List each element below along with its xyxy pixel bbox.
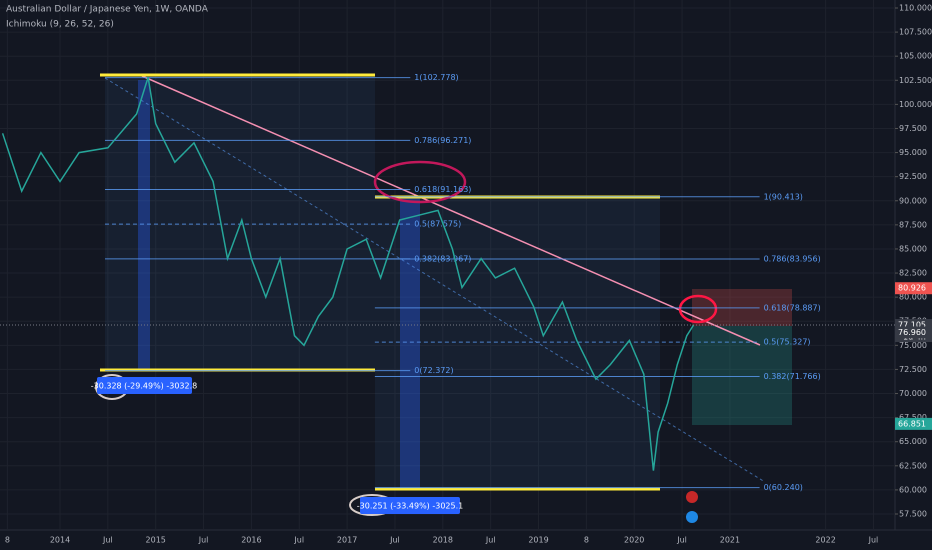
y-tick-label: 90.000: [899, 196, 927, 205]
fib-label: 0.618(91.163): [414, 185, 471, 194]
x-tick-label: 2015: [146, 536, 166, 545]
price-tag-label: 76.960: [898, 328, 926, 337]
circle-annotation: [373, 160, 467, 204]
circle-annotation: [678, 294, 718, 324]
fib-label: 0(60.240): [764, 483, 803, 492]
x-tick-label: Jul: [485, 536, 496, 545]
price-tag-label: 77.105: [898, 321, 926, 330]
x-tick-label: 2016: [241, 536, 261, 545]
x-tick-label: 2021: [720, 536, 740, 545]
x-tick-label: 2017: [337, 536, 357, 545]
y-tick-label: 67.500: [899, 413, 927, 422]
x-tick-label: 8: [5, 536, 10, 545]
fib-label: 0.382(71.766): [764, 372, 821, 381]
x-tick-label: 2018: [433, 536, 453, 545]
range-highlight: [138, 80, 150, 370]
measure-box: [97, 377, 192, 394]
y-tick-label: 85.000: [899, 244, 927, 253]
x-tick-label: 2014: [50, 536, 70, 545]
y-tick-label: 95.000: [899, 148, 927, 157]
y-tick-label: 57.500: [899, 510, 927, 519]
fib-label: 0.5(75.327): [764, 338, 811, 347]
x-tick-label: Jul: [293, 536, 304, 545]
x-tick-label: 2020: [624, 536, 644, 545]
chart-title: Australian Dollar / Japanese Yen, 1W, OA…: [6, 5, 209, 15]
measure-label: -30.251 (-33.49%) -3025.1: [357, 502, 463, 511]
fib-label: 0.786(96.271): [414, 136, 471, 145]
fib-label: 0.618(78.887): [764, 303, 821, 312]
x-tick-label: 8: [584, 536, 589, 545]
y-tick-label: 75.000: [899, 341, 927, 350]
price-tag: [895, 417, 932, 430]
y-tick-label: 110.000: [899, 3, 932, 12]
y-tick-label: 100.000: [899, 100, 932, 109]
y-tick-label: 65.000: [899, 437, 927, 446]
price-tag: [895, 282, 932, 295]
x-tick-label: Jul: [868, 536, 879, 545]
dashed-trend: [104, 77, 766, 483]
y-tick-label: 97.500: [899, 124, 927, 133]
y-axis-area: [895, 0, 932, 550]
price-tag-label: 66.851: [898, 419, 926, 428]
y-tick-label: 80.000: [899, 293, 927, 302]
y-tick-label: 87.500: [899, 220, 927, 229]
x-tick-label: Jul: [676, 536, 687, 545]
y-tick-label: 105.000: [899, 52, 932, 61]
y-tick-label: 82.500: [899, 269, 927, 278]
y-tick-label: 60.000: [899, 485, 927, 494]
fib-label: 0.786(83.956): [764, 255, 821, 264]
measure-box: [360, 497, 460, 514]
x-tick-label: Jul: [102, 536, 113, 545]
fib-label: 1(102.778): [414, 73, 458, 82]
price-line: [1, 77, 695, 471]
measure-label: -30.328 (-29.49%) -3032.8: [91, 382, 197, 391]
fib-label: 0.5(87.575): [414, 220, 461, 229]
event-icon: [686, 491, 698, 503]
price-tag: [895, 326, 932, 339]
event-icon: [686, 511, 698, 523]
y-tick-label: 92.500: [899, 172, 927, 181]
y-tick-label: 102.500: [899, 76, 932, 85]
x-tick-label: Jul: [389, 536, 400, 545]
fib-label: 0(72.372): [414, 366, 453, 375]
x-tick-label: 2019: [528, 536, 548, 545]
x-tick-label: 2022: [815, 536, 835, 545]
y-tick-label: 62.500: [899, 461, 927, 470]
y-tick-label: 70.000: [899, 389, 927, 398]
x-tick-label: Jul: [198, 536, 209, 545]
y-tick-label: 107.500: [899, 28, 932, 37]
indicator-label: Ichimoku (9, 26, 52, 26): [6, 20, 114, 30]
trend-line: [141, 75, 761, 346]
price-tag-label: 80.926: [898, 284, 926, 293]
y-tick-label: 72.500: [899, 365, 927, 374]
fib-label: 1(90.413): [764, 192, 803, 201]
